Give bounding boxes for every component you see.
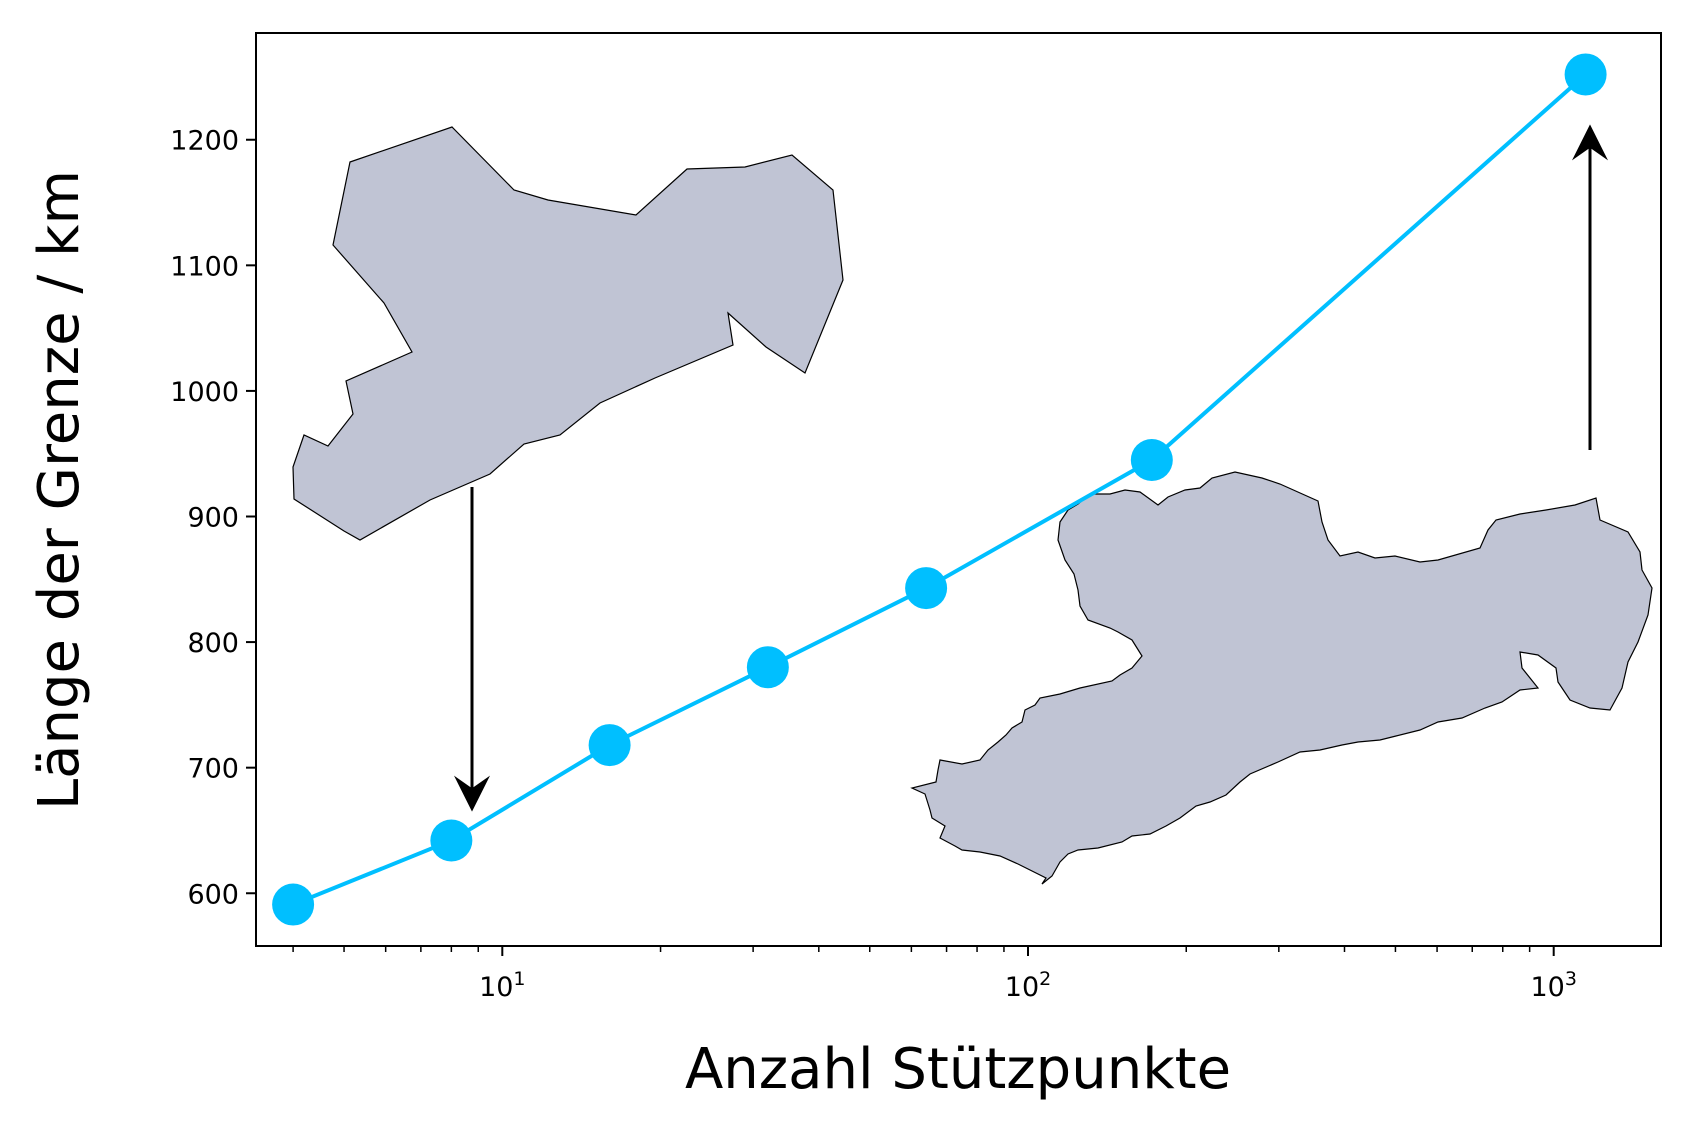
x-tick-label: 102 bbox=[1005, 968, 1051, 1003]
data-point bbox=[905, 567, 948, 610]
x-axis-title: Anzahl Stützpunkte bbox=[685, 1037, 1231, 1102]
data-point bbox=[1564, 53, 1607, 96]
coarse-outline-inset bbox=[292, 126, 844, 541]
x-tick-label: 103 bbox=[1530, 968, 1576, 1003]
y-tick-label: 900 bbox=[187, 503, 239, 534]
data-point bbox=[272, 883, 315, 926]
detailed-outline-inset bbox=[910, 471, 1653, 885]
data-point bbox=[746, 646, 789, 689]
y-tick-label: 700 bbox=[187, 754, 239, 785]
data-point bbox=[1130, 438, 1173, 481]
data-point bbox=[588, 724, 631, 767]
y-tick-label: 800 bbox=[187, 628, 239, 659]
y-tick-label: 1200 bbox=[170, 126, 239, 157]
y-axis-title: Länge der Grenze / km bbox=[27, 170, 92, 810]
data-point bbox=[430, 819, 473, 862]
series-layer bbox=[272, 53, 1607, 926]
x-axis-ticks: 101 102 103 bbox=[292, 946, 1577, 1003]
y-tick-label: 1000 bbox=[170, 377, 239, 408]
y-axis-ticks: 600 700 800 900 1000 1100 1200 bbox=[170, 126, 256, 910]
x-tick-label: 101 bbox=[479, 968, 525, 1003]
plot-frame bbox=[255, 32, 1662, 947]
y-tick-label: 1100 bbox=[170, 251, 239, 282]
y-tick-label: 600 bbox=[187, 879, 239, 910]
